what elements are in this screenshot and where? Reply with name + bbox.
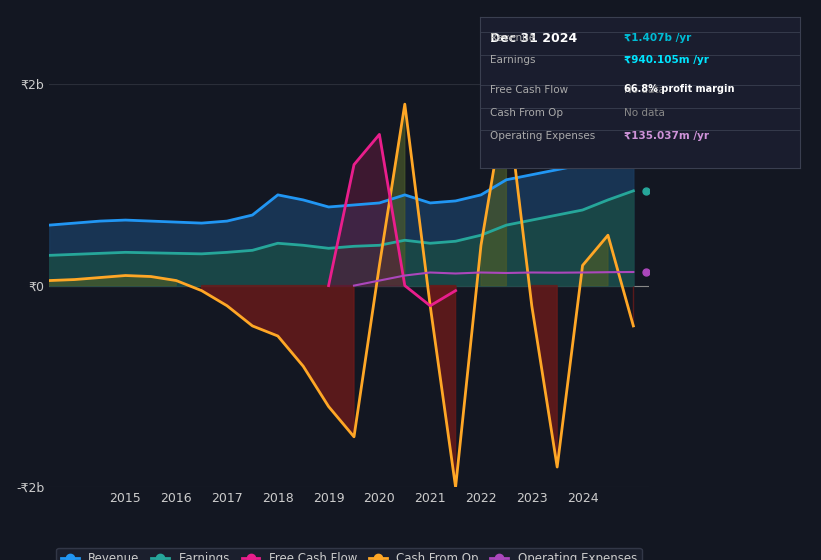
Text: Revenue: Revenue	[490, 32, 535, 43]
Text: Earnings: Earnings	[490, 55, 535, 65]
Text: ₹1.407b /yr: ₹1.407b /yr	[625, 32, 691, 43]
Text: No data: No data	[625, 86, 665, 95]
Text: Operating Expenses: Operating Expenses	[490, 131, 595, 141]
Text: Dec 31 2024: Dec 31 2024	[490, 32, 577, 45]
Text: ₹135.037m /yr: ₹135.037m /yr	[625, 131, 709, 141]
Legend: Revenue, Earnings, Free Cash Flow, Cash From Op, Operating Expenses: Revenue, Earnings, Free Cash Flow, Cash …	[57, 548, 641, 560]
Text: 66.8% profit margin: 66.8% profit margin	[625, 84, 735, 94]
Text: ₹940.105m /yr: ₹940.105m /yr	[625, 55, 709, 65]
Text: No data: No data	[625, 108, 665, 118]
Text: Cash From Op: Cash From Op	[490, 108, 563, 118]
Text: Free Cash Flow: Free Cash Flow	[490, 86, 568, 95]
